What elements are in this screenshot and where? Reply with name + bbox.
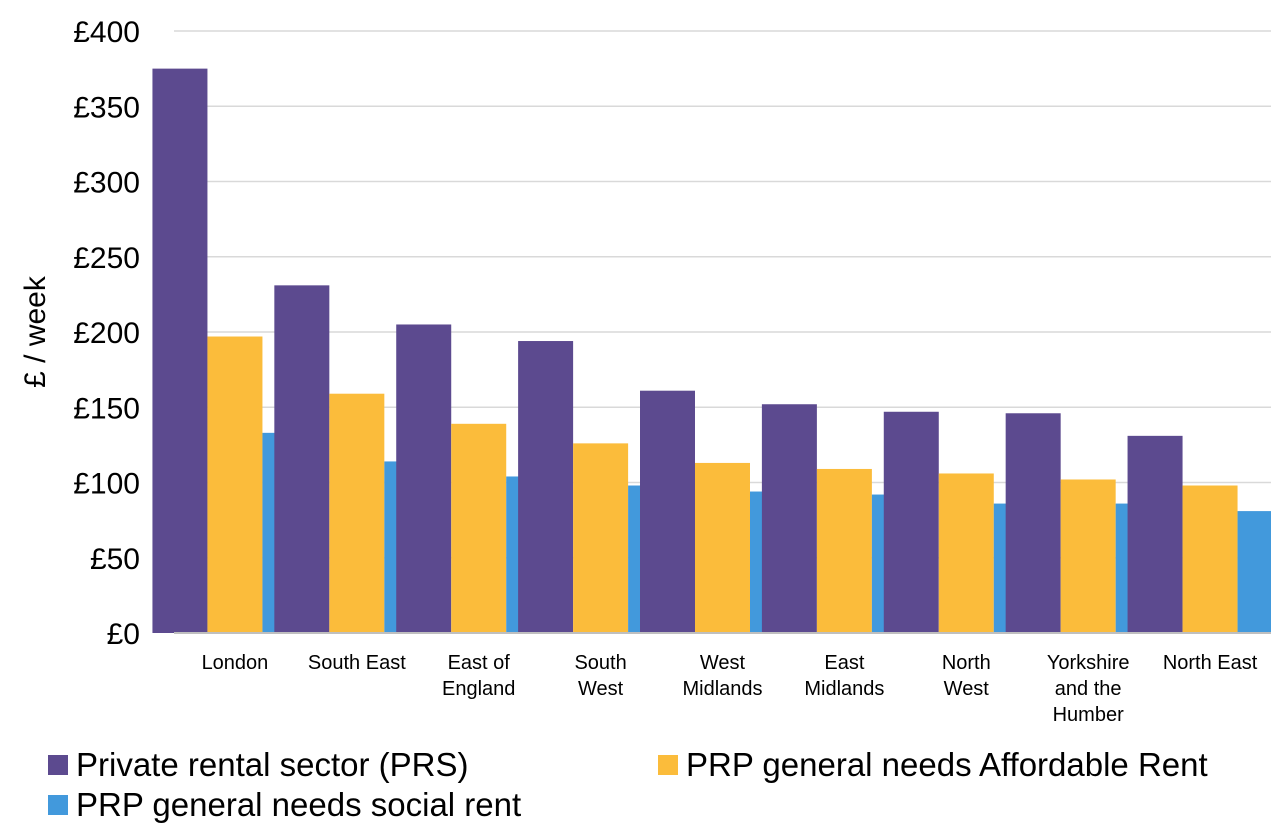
bar <box>1182 485 1238 633</box>
x-tick-label: Midlands <box>682 678 762 700</box>
x-tick-label: Midlands <box>804 678 884 700</box>
x-tick-label: East of <box>448 652 511 674</box>
y-tick-label: £300 <box>73 167 140 200</box>
y-tick-labels: £0 £50 £100 £150 £200 £250 £300 £350 £400 <box>73 16 140 651</box>
x-tick-label: Humber <box>1053 704 1124 726</box>
bar <box>640 390 695 633</box>
bar <box>573 443 629 633</box>
bar <box>938 473 994 633</box>
bar <box>1005 413 1061 633</box>
bar <box>1060 479 1116 633</box>
x-tick-label: West <box>700 652 746 674</box>
bar <box>152 68 208 633</box>
bar <box>207 336 263 633</box>
y-tick-label: £250 <box>73 242 140 275</box>
x-tick-label: North <box>942 652 991 674</box>
x-tick-label: North East <box>1163 652 1258 674</box>
bar <box>1127 435 1183 633</box>
y-axis-label: £ / week <box>19 275 52 388</box>
y-tick-label: £0 <box>107 618 140 651</box>
bar <box>816 468 872 633</box>
x-tick-label: West <box>944 678 990 700</box>
bar <box>695 462 750 633</box>
x-tick-label: East <box>824 652 864 674</box>
x-tick-labels: London South East East of England South West W… <box>202 652 1258 726</box>
bar <box>1237 511 1271 633</box>
bar <box>761 404 817 633</box>
bar <box>451 423 507 633</box>
y-tick-label: £350 <box>73 91 140 124</box>
y-tick-label: £400 <box>73 16 140 49</box>
bar <box>274 285 330 633</box>
y-tick-label: £100 <box>73 468 140 501</box>
x-tick-label: England <box>442 678 515 700</box>
x-tick-label: West <box>578 678 624 700</box>
bars <box>152 68 1271 633</box>
bar <box>883 411 939 633</box>
x-tick-label: Yorkshire <box>1047 652 1130 674</box>
x-tick-label: South East <box>308 652 406 674</box>
bar <box>329 393 385 633</box>
x-tick-label: and the <box>1055 678 1122 700</box>
bar <box>518 341 574 633</box>
bar <box>396 324 452 633</box>
y-tick-label: £150 <box>73 392 140 425</box>
y-tick-label: £50 <box>90 543 140 576</box>
x-tick-label: South <box>574 652 626 674</box>
x-tick-label: London <box>202 652 269 674</box>
y-tick-label: £200 <box>73 317 140 350</box>
